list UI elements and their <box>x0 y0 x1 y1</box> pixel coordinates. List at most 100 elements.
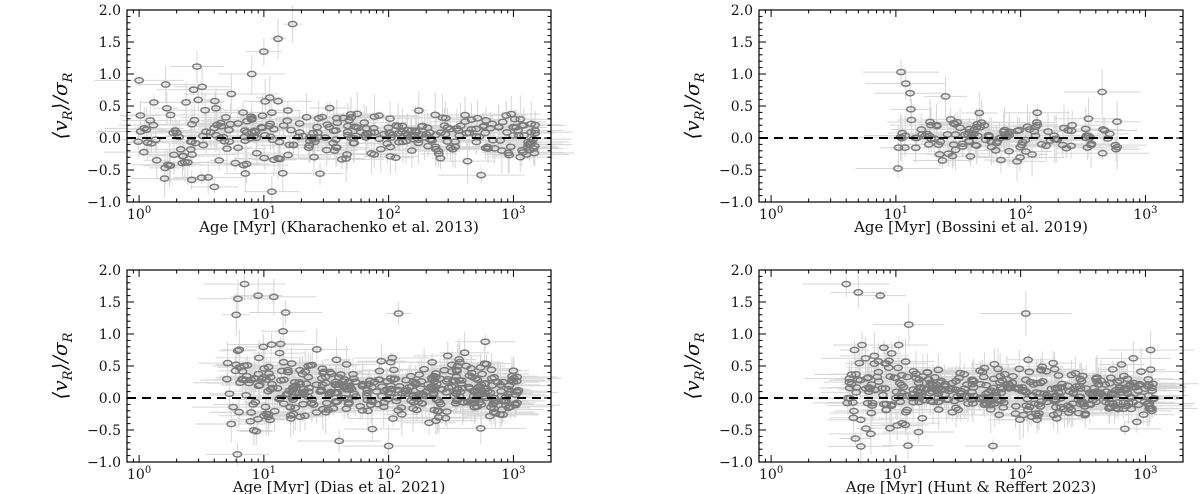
data-point <box>1107 366 1118 373</box>
data-point <box>482 143 493 151</box>
data-point <box>345 384 356 392</box>
data-point <box>274 349 285 357</box>
data-point <box>231 311 242 319</box>
data-point <box>342 151 352 158</box>
data-point <box>1010 410 1021 417</box>
data-point <box>933 406 944 413</box>
data-point <box>1004 128 1015 136</box>
data-point <box>263 363 274 371</box>
data-point <box>258 343 269 351</box>
data-point <box>967 380 978 388</box>
data-point <box>328 405 339 412</box>
data-point <box>161 104 172 112</box>
data-point <box>849 346 860 354</box>
data-point <box>431 396 442 404</box>
data-point <box>1014 365 1025 373</box>
data-point <box>1023 356 1034 364</box>
data-point <box>1100 393 1111 400</box>
data-point <box>186 176 197 184</box>
y-tick-label: 0.0 <box>99 391 121 407</box>
data-layer <box>855 59 1150 182</box>
data-point <box>451 125 462 132</box>
data-point <box>1119 425 1130 433</box>
data-point <box>1128 379 1139 387</box>
y-label-subscript: R <box>693 332 708 343</box>
data-point <box>472 114 483 122</box>
data-point <box>238 109 249 116</box>
y-tick-label: 0.5 <box>731 359 753 375</box>
data-point <box>304 142 315 149</box>
data-point <box>486 374 497 382</box>
data-point <box>1050 397 1061 405</box>
data-point <box>1143 383 1154 390</box>
data-point <box>249 374 260 382</box>
data-point <box>454 358 465 366</box>
data-point <box>383 124 394 132</box>
data-point <box>861 425 871 432</box>
data-point <box>265 133 276 141</box>
data-point <box>896 389 907 397</box>
data-point <box>454 356 465 363</box>
data-point <box>430 143 441 151</box>
data-point <box>466 116 477 123</box>
data-point <box>466 369 477 377</box>
data-point <box>266 109 277 116</box>
y-tick-label: 0.0 <box>99 131 121 147</box>
x-tick-exponent: 0 <box>145 465 151 476</box>
data-point <box>401 137 412 145</box>
y-axis-label: ⟨vR⟩/σR <box>48 72 76 139</box>
data-point <box>993 365 1003 373</box>
data-point <box>998 404 1009 411</box>
data-point <box>165 111 176 119</box>
y-tick-label: 2.0 <box>99 263 121 279</box>
x-tick-label: 103 <box>501 205 525 223</box>
data-point <box>181 99 192 106</box>
data-point <box>1049 135 1060 143</box>
data-point <box>185 138 196 146</box>
data-point <box>446 368 457 375</box>
data-point <box>881 406 892 414</box>
y-tick-label: −0.5 <box>87 423 121 439</box>
data-point <box>925 118 935 126</box>
data-point <box>1092 378 1103 385</box>
data-point <box>1083 132 1094 140</box>
data-point <box>285 412 296 419</box>
data-point <box>1052 409 1063 417</box>
data-point <box>246 116 257 124</box>
data-point <box>1048 359 1059 367</box>
data-point <box>139 125 150 132</box>
data-point <box>1014 126 1025 134</box>
y-tick-label: −0.5 <box>87 163 121 179</box>
data-point <box>297 370 308 378</box>
x-tick-exponent: 1 <box>270 205 276 216</box>
y-tick-label: 1.5 <box>99 295 121 311</box>
data-point <box>1083 115 1094 123</box>
y-tick-label: 2.0 <box>731 263 753 279</box>
data-point <box>223 126 234 134</box>
data-point <box>464 129 475 137</box>
data-point <box>917 414 928 422</box>
data-point <box>209 183 220 191</box>
data-point <box>285 403 295 411</box>
data-point <box>352 110 363 118</box>
data-point <box>1116 361 1127 368</box>
data-point <box>956 387 967 395</box>
data-point <box>141 126 152 133</box>
data-point <box>408 405 419 412</box>
data-point <box>891 388 902 396</box>
data-point <box>420 388 431 396</box>
y-tick-label: 2.0 <box>99 3 121 19</box>
x-tick-exponent: 2 <box>1026 465 1032 476</box>
data-point <box>1032 109 1043 117</box>
data-point <box>232 120 243 127</box>
data-point <box>905 105 916 113</box>
data-point <box>456 380 467 387</box>
data-point <box>477 370 488 378</box>
data-point <box>134 77 145 84</box>
data-point <box>266 380 277 388</box>
data-point <box>385 143 396 151</box>
data-point <box>325 368 336 376</box>
data-point <box>1043 128 1053 135</box>
data-point <box>1020 148 1031 155</box>
